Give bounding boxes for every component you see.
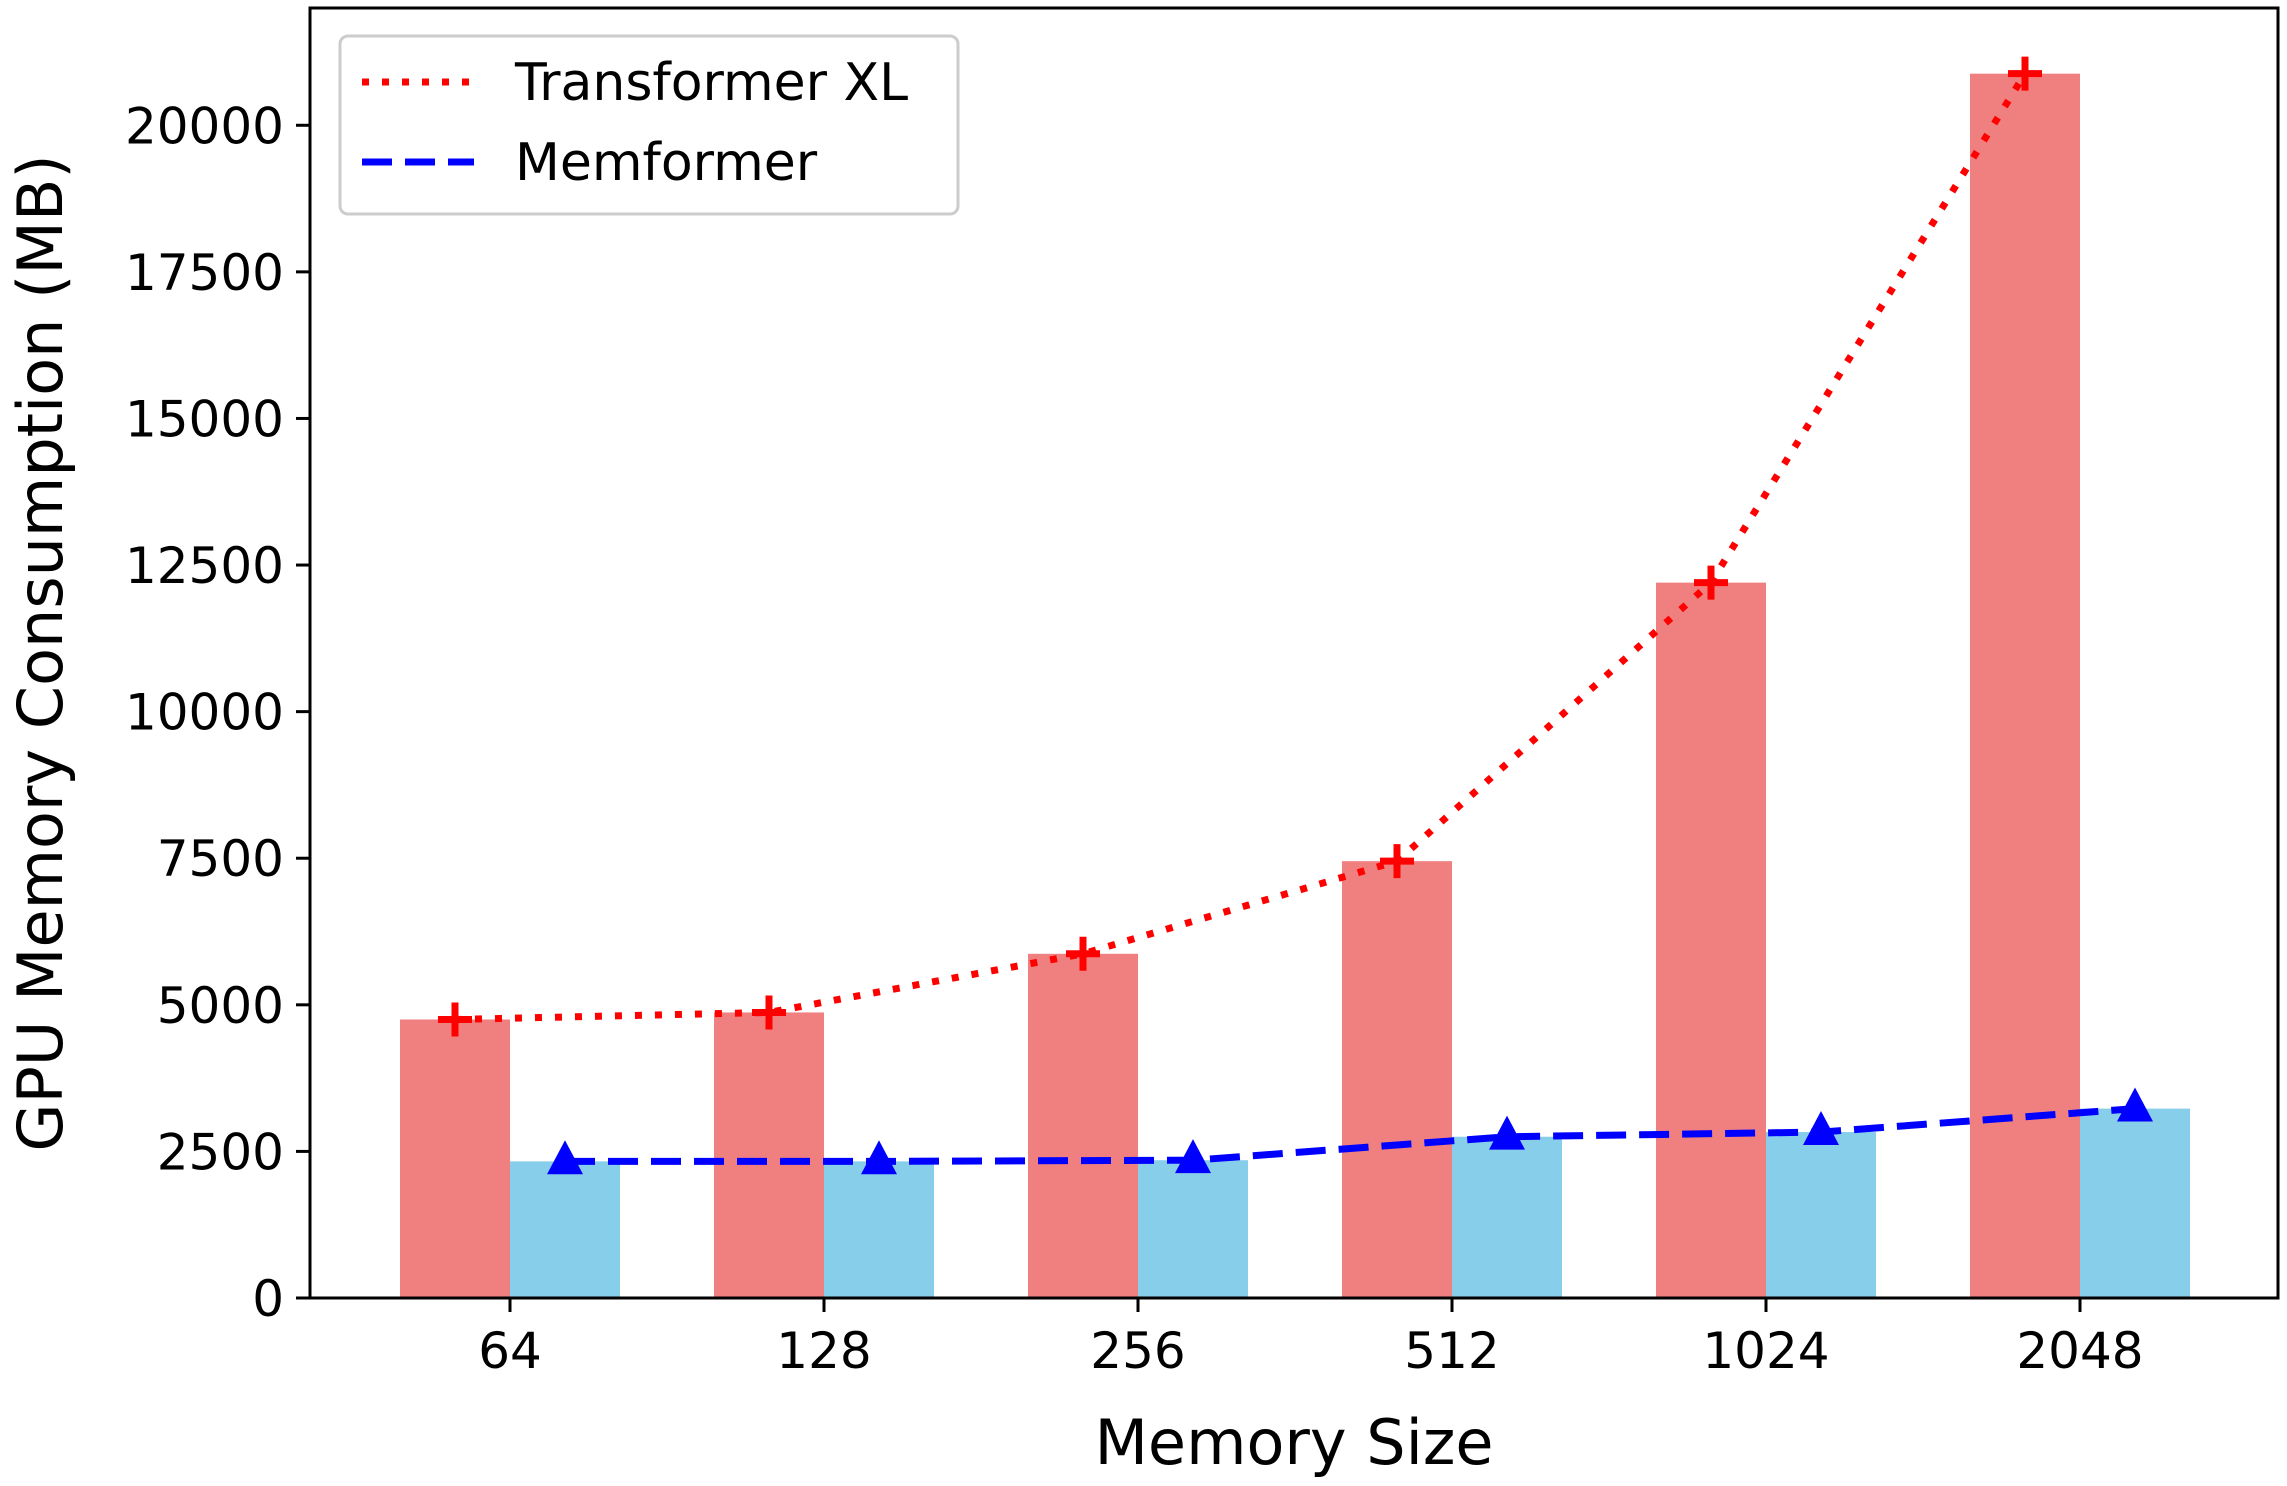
plot-frame [308,6,2280,1300]
marker-memformer-256 [1175,1139,1211,1174]
marker-memformer-128 [861,1140,897,1175]
y-tick-label-10000: 10000 [125,684,284,742]
markers-layer [438,56,2153,1175]
marker-transformer-xl-256 [1066,936,1100,971]
bar-memformer-128 [824,1161,934,1298]
marker-memformer-1024 [1803,1110,1839,1145]
x-axis: 64 128 256 512 1024 2048 [478,1298,2144,1380]
x-tick-label-512: 512 [1404,1322,1499,1380]
bar-memformer-1024 [1766,1132,1876,1298]
bar-transformer-xl-512 [1342,861,1452,1298]
legend-label-memformer: Memformer [515,133,818,193]
marker-memformer-2048 [2117,1087,2153,1122]
y-tick-label-20000: 20000 [125,97,284,155]
marker-transformer-xl-128 [752,995,786,1030]
x-tick-label-64: 64 [478,1322,542,1380]
x-tick-label-128: 128 [776,1322,871,1380]
legend-box [338,34,960,216]
bar-memformer-512 [1452,1136,1562,1298]
bar-transformer-xl-64 [400,1019,510,1298]
marker-transformer-xl-512 [1380,844,1414,879]
y-tick-label-7500: 7500 [157,830,284,888]
y-tick-label-5000: 5000 [157,977,284,1035]
legend-label-transformer-xl: Transformer XL [514,53,908,113]
bars-layer [400,73,2190,1298]
bar-transformer-xl-256 [1028,953,1138,1298]
bar-memformer-256 [1138,1160,1248,1298]
y-tick-label-12500: 12500 [125,537,284,595]
x-tick-label-1024: 1024 [1702,1322,1829,1380]
y-axis: 0 2500 5000 7500 10000 12500 15000 17500 20000 [125,97,310,1328]
lines-layer [454,71,2136,1165]
bar-transformer-xl-1024 [1656,582,1766,1298]
marker-memformer-64 [547,1140,583,1175]
marker-memformer-512 [1489,1115,1525,1150]
x-tick-label-256: 256 [1090,1322,1185,1380]
y-tick-label-17500: 17500 [125,244,284,302]
y-tick-label-0: 0 [252,1270,284,1328]
y-tick-label-2500: 2500 [157,1123,284,1181]
y-tick-label-15000: 15000 [125,390,284,448]
marker-transformer-xl-1024 [1694,565,1728,600]
marker-transformer-xl-2048 [2008,56,2042,91]
y-axis-label: GPU Memory Consumption (MB) [4,154,77,1151]
marker-transformer-xl-64 [438,1002,472,1037]
x-tick-label-2048: 2048 [2016,1322,2143,1380]
line-memformer [565,1105,2136,1165]
bar-memformer-64 [510,1161,620,1298]
line-transformer-xl [454,71,2028,1023]
bar-transformer-xl-2048 [1970,73,2080,1298]
bar-memformer-2048 [2080,1108,2190,1298]
legend: Transformer XL Memformer [338,34,960,216]
bar-transformer-xl-128 [714,1012,824,1298]
x-axis-label: Memory Size [1094,1406,1493,1479]
